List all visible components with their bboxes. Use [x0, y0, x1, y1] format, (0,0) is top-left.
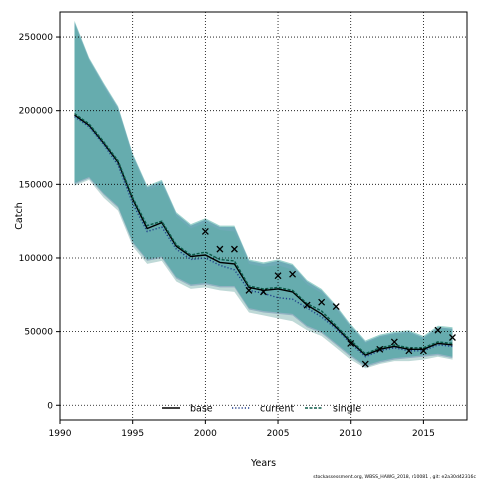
confidence-bands	[74, 20, 453, 369]
x-tick-label-2010: 2010	[339, 429, 362, 439]
line-base	[74, 114, 453, 357]
x-tick-label-1995: 1995	[121, 429, 144, 439]
line-current	[74, 116, 453, 358]
x-tick-label-2005: 2005	[267, 429, 290, 439]
legend: base current single	[162, 404, 361, 415]
x-axis-ticks: 1990 1995 2000 2005 2010 2015	[49, 420, 435, 439]
series-lines	[74, 113, 453, 358]
x-tick-label-1990: 1990	[49, 429, 72, 439]
grid-lines	[60, 12, 467, 420]
y-tick-label-0: 0	[47, 401, 53, 411]
obs-marker-2002	[230, 245, 238, 253]
y-axis-label: Catch	[14, 202, 25, 229]
obs-marker-2005	[274, 272, 282, 280]
line-single	[74, 113, 453, 355]
legend-label-current: current	[260, 404, 295, 415]
band-single	[74, 20, 453, 366]
obs-marker-2011	[361, 360, 369, 368]
y-tick-label-150000: 150000	[19, 180, 54, 190]
obs-marker-2012	[376, 345, 384, 353]
x-tick-label-2000: 2000	[194, 429, 217, 439]
obs-marker-2006	[289, 270, 297, 278]
x-axis-label: Years	[250, 458, 276, 469]
obs-marker-2008	[318, 298, 326, 306]
obs-marker-2009	[332, 303, 340, 311]
y-tick-label-100000: 100000	[19, 254, 54, 264]
y-tick-label-50000: 50000	[24, 328, 53, 338]
obs-marker-2014	[405, 347, 413, 355]
obs-marker-2003	[245, 286, 253, 294]
y-axis-ticks: 0 50000 100000 150000 200000 250000	[19, 33, 60, 411]
obs-marker-2013	[390, 338, 398, 346]
observation-markers	[201, 228, 456, 368]
x-tick-label-2015: 2015	[412, 429, 435, 439]
obs-marker-2001	[216, 245, 224, 253]
legend-label-base: base	[190, 404, 213, 415]
obs-marker-2017	[449, 334, 456, 341]
obs-marker-2015	[419, 347, 427, 355]
obs-marker-2004	[260, 288, 267, 296]
y-tick-label-200000: 200000	[19, 107, 54, 117]
plot-frame	[59, 11, 468, 421]
obs-marker-2010	[347, 339, 355, 347]
obs-marker-2000	[201, 228, 209, 235]
obs-marker-2007	[303, 301, 311, 309]
legend-label-single: single	[333, 404, 361, 415]
y-tick-label-250000: 250000	[19, 33, 54, 43]
obs-marker-2016	[434, 326, 442, 334]
footer-credit: stockassessment.org, WBSS_HAWG_2018, r10…	[313, 474, 476, 480]
